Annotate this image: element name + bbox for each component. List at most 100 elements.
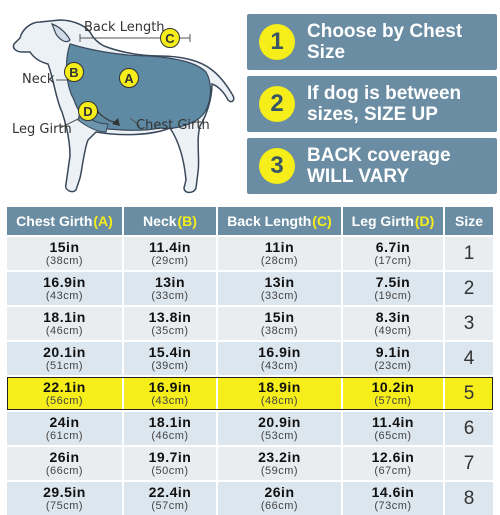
back-length-label: Back Length [84, 20, 165, 35]
inch-value: 13in [154, 274, 185, 290]
tip-line: If dog is between [307, 83, 462, 104]
back-length-cell: 11in (28cm) [218, 237, 343, 270]
inch-value: 14.6in [371, 484, 415, 500]
chest-girth-cell: 22.1in (56cm) [7, 377, 124, 410]
tip-line: BACK coverage [307, 145, 451, 166]
cm-value: (46cm) [151, 430, 189, 442]
inch-value: 7.5in [375, 274, 411, 290]
inch-value: 12.6in [371, 449, 415, 465]
cm-value: (43cm) [151, 395, 189, 407]
cm-value: (66cm) [45, 465, 84, 477]
size-cell: 3 [445, 307, 493, 340]
leg-girth-label: Leg Girth [12, 122, 72, 137]
cm-value: (51cm) [45, 360, 84, 372]
table-row: 22.1in (56cm) 16.9in (43cm) 18.9in (48cm) 10.2… [7, 377, 493, 410]
tip-number-3: 3 [259, 148, 295, 184]
cm-value: (50cm) [151, 465, 189, 477]
size-value: 1 [463, 242, 475, 264]
inch-value: 8.3in [375, 309, 411, 325]
leg-girth-cell: 7.5in (19cm) [343, 272, 445, 305]
cm-value: (17cm) [374, 255, 412, 267]
size-diagram: Back Length Neck Leg Girth Chest Girth C… [0, 0, 245, 205]
chest-girth-cell: 24in (61cm) [7, 412, 124, 445]
size-value: 6 [463, 417, 475, 439]
inch-value: 26in [264, 484, 295, 500]
inch-value: 10.2in [371, 379, 415, 395]
cm-value: (57cm) [374, 395, 412, 407]
table-row: 26in (66cm) 19.7in (50cm) 23.2in (59cm) 12.6in… [7, 447, 493, 480]
badge-c: C [160, 28, 180, 48]
cm-value: (75cm) [45, 500, 84, 512]
leg-girth-cell: 9.1in (23cm) [343, 342, 445, 375]
back-length-cell: 20.9in (53cm) [218, 412, 343, 445]
cm-value: (49cm) [374, 325, 412, 337]
chest-girth-cell: 29.5in (75cm) [7, 482, 124, 515]
inch-value: 18.9in [258, 379, 301, 395]
cm-value: (46cm) [45, 325, 84, 337]
inch-value: 15.4in [148, 344, 192, 360]
cm-value: (38cm) [260, 325, 299, 337]
cm-value: (67cm) [374, 465, 412, 477]
size-cell: 7 [445, 447, 493, 480]
tip-back-coverage: 3 BACK coverage WILL VARY [247, 138, 497, 194]
cm-value: (53cm) [260, 430, 299, 442]
cm-value: (29cm) [151, 255, 189, 267]
cm-value: (39cm) [151, 360, 189, 372]
size-value: 8 [463, 487, 475, 509]
cm-value: (33cm) [151, 290, 189, 302]
neck-cell: 13in (33cm) [124, 272, 218, 305]
chest-girth-cell: 20.1in (51cm) [7, 342, 124, 375]
table-row: 16.9in (43cm) 13in (33cm) 13in (33cm) 7.5in (19… [7, 272, 493, 305]
header-back-length: Back Length (C) [218, 207, 343, 235]
tip-size-up: 2 If dog is between sizes, SIZE UP [247, 76, 497, 132]
cm-value: (66cm) [260, 500, 299, 512]
leg-girth-cell: 8.3in (49cm) [343, 307, 445, 340]
cm-value: (56cm) [45, 395, 84, 407]
inch-value: 22.4in [148, 484, 192, 500]
cm-value: (73cm) [374, 500, 412, 512]
cm-value: (38cm) [45, 255, 84, 267]
back-length-cell: 26in (66cm) [218, 482, 343, 515]
inch-value: 6.7in [375, 239, 411, 255]
size-value: 7 [463, 452, 475, 474]
size-cell: 6 [445, 412, 493, 445]
inch-value: 20.1in [43, 344, 86, 360]
tip-number-2: 2 [259, 86, 295, 122]
chest-girth-cell: 15in (38cm) [7, 237, 124, 270]
table-row: 24in (61cm) 18.1in (46cm) 20.9in (53cm) 11.4in… [7, 412, 493, 445]
tip-choose-by-chest: 1 Choose by Chest Size [247, 14, 497, 70]
tip-line: Size [307, 42, 346, 63]
back-length-cell: 15in (38cm) [218, 307, 343, 340]
inch-value: 13in [264, 274, 295, 290]
back-length-cell: 23.2in (59cm) [218, 447, 343, 480]
cm-value: (35cm) [151, 325, 189, 337]
header-size: Size [454, 213, 483, 229]
size-value: 5 [463, 382, 475, 404]
tip-text: BACK coverage WILL VARY [307, 145, 451, 187]
cm-value: (19cm) [374, 290, 412, 302]
neck-cell: 19.7in (50cm) [124, 447, 218, 480]
cm-value: (43cm) [260, 360, 299, 372]
inch-value: 18.1in [43, 309, 86, 325]
cm-value: (43cm) [45, 290, 84, 302]
chest-girth-pointer [129, 117, 141, 127]
inch-value: 13.8in [148, 309, 192, 325]
cm-value: (23cm) [374, 360, 412, 372]
table-header: Chest Girth (A) Neck (B) Back Length (C) Le… [7, 207, 493, 235]
inch-value: 24in [49, 414, 80, 430]
badge-d: D [78, 101, 98, 121]
tip-line: sizes, SIZE UP [307, 104, 438, 125]
neck-cell: 13.8in (35cm) [124, 307, 218, 340]
inch-value: 11.4in [149, 239, 191, 255]
table-row: 29.5in (75cm) 22.4in (57cm) 26in (66cm) 14.6in… [7, 482, 493, 515]
table-row: 15in (38cm) 11.4in (29cm) 11in (28cm) 6.7in (17… [7, 237, 493, 270]
leg-girth-cell: 6.7in (17cm) [343, 237, 445, 270]
chest-girth-cell: 26in (66cm) [7, 447, 124, 480]
chest-girth-cell: 18.1in (46cm) [7, 307, 124, 340]
inch-value: 20.9in [258, 414, 301, 430]
inch-value: 11in [264, 239, 295, 255]
header-leg-girth: Leg Girth (D) [343, 207, 445, 235]
cm-value: (61cm) [45, 430, 84, 442]
inch-value: 19.7in [148, 449, 192, 465]
neck-cell: 11.4in (29cm) [124, 237, 218, 270]
